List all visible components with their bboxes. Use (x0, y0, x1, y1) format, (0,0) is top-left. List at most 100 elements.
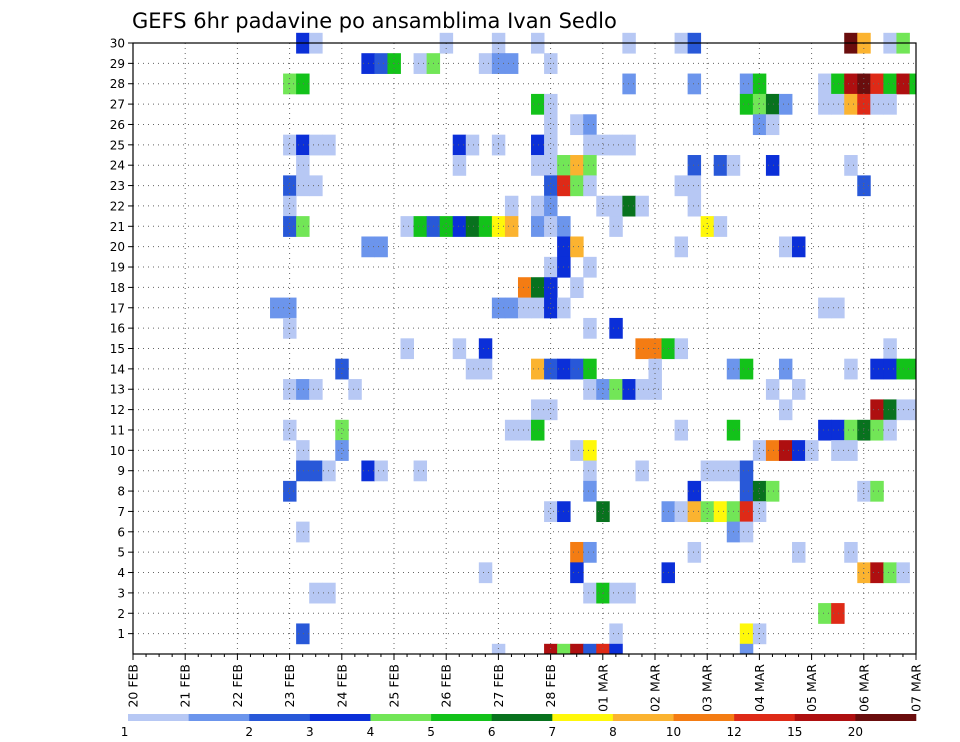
heatmap-cell (674, 419, 689, 441)
heatmap-cell (504, 216, 519, 237)
heatmap-cell (583, 541, 597, 563)
y-tick-label: 27 (110, 98, 125, 112)
y-tick-label: 4 (117, 566, 125, 580)
heatmap-cell (570, 541, 584, 563)
heatmap-cell (296, 73, 310, 95)
heatmap-cell (544, 501, 558, 523)
x-tick-label: 07 MAR (909, 664, 924, 712)
heatmap-cell (844, 358, 858, 380)
heatmap-cell (909, 358, 916, 380)
heatmap-cell (309, 460, 323, 482)
heatmap-cell (309, 379, 323, 400)
heatmap-cell (635, 460, 649, 482)
heatmap-cell (413, 53, 428, 74)
heatmap-cell (818, 297, 832, 319)
heatmap-cell (283, 480, 297, 502)
x-tick-label: 04 MAR (752, 664, 767, 712)
colorbar-label: 8 (609, 725, 617, 739)
heatmap-cell (739, 460, 754, 482)
heatmap-cell (400, 338, 414, 360)
heatmap-cell (805, 440, 819, 461)
colorbar-swatch (855, 714, 917, 721)
heatmap-cell (531, 195, 545, 217)
heatmap-cell (583, 582, 597, 604)
heatmap-cell (283, 195, 297, 217)
heatmap-cell (883, 419, 897, 441)
x-tick-label: 21 FEB (178, 664, 193, 708)
heatmap-cell (283, 216, 297, 237)
heatmap-cell (609, 134, 623, 156)
heatmap-cell (452, 134, 467, 156)
heatmap-cell (844, 440, 858, 461)
heatmap-cell (557, 643, 571, 654)
x-tick-label: 27 FEB (491, 664, 506, 708)
colorbar-swatch (673, 714, 735, 721)
y-tick-label: 3 (117, 586, 125, 600)
heatmap-cell (831, 73, 845, 95)
heatmap-cell (609, 643, 623, 654)
heatmap-cell (818, 73, 832, 95)
heatmap-cell (687, 73, 702, 95)
heatmap-cell (465, 216, 480, 237)
colorbar-label: 6 (488, 725, 496, 739)
heatmap-cell (335, 358, 349, 380)
heatmap-cell (609, 582, 623, 604)
colorbar-label: 10 (666, 725, 681, 739)
heatmap-cell (765, 379, 780, 400)
heatmap-cell (583, 175, 597, 197)
heatmap-cell (739, 643, 754, 654)
heatmap-cell (909, 399, 916, 421)
heatmap-cell (544, 195, 558, 217)
heatmap-cell (478, 53, 493, 74)
heatmap-cell (844, 93, 858, 115)
heatmap-cell (583, 379, 597, 400)
heatmap-cell (544, 114, 558, 136)
heatmap-cell (739, 480, 754, 502)
x-tick-label: 22 FEB (230, 664, 245, 708)
y-tick-label: 5 (117, 546, 125, 560)
heatmap-cell (752, 440, 767, 461)
heatmap-cell (452, 338, 467, 360)
x-tick-label: 26 FEB (439, 664, 454, 708)
heatmap-cell (870, 73, 884, 95)
heatmap-cell (609, 216, 623, 237)
y-tick-label: 21 (110, 220, 125, 234)
heatmap-cell (413, 460, 428, 482)
y-tick-label: 24 (110, 159, 125, 173)
heatmap-cell (609, 379, 623, 400)
heatmap-cell (570, 155, 584, 176)
heatmap-cell (570, 562, 584, 584)
heatmap-cell (531, 358, 545, 380)
heatmap-cell (570, 277, 584, 298)
heatmap-cell (765, 480, 780, 502)
heatmap-cell (622, 195, 636, 217)
colorbar-label: 15 (787, 725, 802, 739)
heatmap-cell (778, 399, 793, 421)
heatmap-cell (635, 338, 649, 360)
heatmap-cell (296, 155, 310, 176)
heatmap-cell (544, 277, 558, 298)
heatmap-cell (296, 460, 310, 482)
heatmap-cell (818, 603, 832, 624)
heatmap-cell (870, 562, 884, 584)
y-tick-label: 26 (110, 118, 125, 132)
heatmap-cell (883, 562, 897, 584)
heatmap-cell (531, 297, 545, 319)
heatmap-cell (752, 93, 767, 115)
heatmap-cell (504, 419, 519, 441)
heatmap-cell (413, 216, 428, 237)
heatmap-cell (752, 480, 767, 502)
y-tick-label: 30 (110, 37, 125, 51)
heatmap-cell (831, 297, 845, 319)
heatmap-cell (765, 155, 780, 176)
heatmap-cell (752, 501, 767, 523)
colorbar-label: 1 (121, 725, 129, 739)
heatmap-cell (465, 134, 480, 156)
heatmap-cell (309, 175, 323, 197)
x-tick-label: 28 FEB (543, 664, 558, 708)
colorbar-label: 20 (848, 725, 863, 739)
y-tick-label: 14 (110, 362, 125, 376)
heatmap-cell (531, 277, 545, 298)
heatmap-cell (674, 338, 689, 360)
